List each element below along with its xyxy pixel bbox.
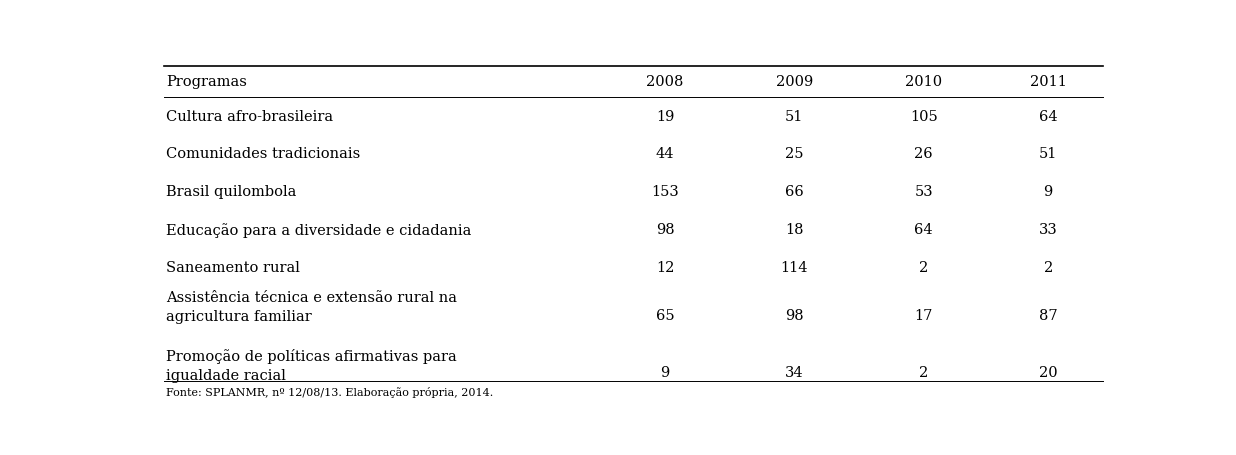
Text: Saneamento rural: Saneamento rural (166, 261, 300, 275)
Text: Programas: Programas (166, 75, 247, 89)
Text: 98: 98 (785, 308, 803, 323)
Text: 2: 2 (1043, 261, 1053, 275)
Text: 26: 26 (915, 147, 933, 161)
Text: 2011: 2011 (1030, 75, 1067, 89)
Text: Brasil quilombola: Brasil quilombola (166, 185, 297, 199)
Text: Comunidades tradicionais: Comunidades tradicionais (166, 147, 360, 161)
Text: 64: 64 (915, 223, 933, 237)
Text: 98: 98 (656, 223, 675, 237)
Text: 20: 20 (1039, 365, 1058, 379)
Text: 2009: 2009 (776, 75, 813, 89)
Text: 2010: 2010 (905, 75, 942, 89)
Text: 2008: 2008 (646, 75, 684, 89)
Text: Cultura afro-brasileira: Cultura afro-brasileira (166, 109, 334, 123)
Text: 87: 87 (1039, 308, 1058, 323)
Text: 12: 12 (656, 261, 675, 275)
Text: 44: 44 (656, 147, 675, 161)
Text: 153: 153 (651, 185, 679, 199)
Text: 33: 33 (1038, 223, 1058, 237)
Text: 66: 66 (785, 185, 803, 199)
Text: 9: 9 (660, 365, 670, 379)
Text: 105: 105 (910, 109, 938, 123)
Text: Assistência técnica e extensão rural na
agricultura familiar: Assistência técnica e extensão rural na … (166, 291, 457, 323)
Text: Promoção de políticas afirmativas para
igualdade racial: Promoção de políticas afirmativas para i… (166, 349, 457, 382)
Text: 2: 2 (920, 261, 928, 275)
Text: 2: 2 (920, 365, 928, 379)
Text: 34: 34 (785, 365, 803, 379)
Text: 19: 19 (656, 109, 675, 123)
Text: Fonte: SPLANMR, nº 12/08/13. Elaboração própria, 2014.: Fonte: SPLANMR, nº 12/08/13. Elaboração … (166, 386, 493, 397)
Text: 17: 17 (915, 308, 933, 323)
Text: 18: 18 (785, 223, 803, 237)
Text: 51: 51 (1039, 147, 1058, 161)
Text: 9: 9 (1043, 185, 1053, 199)
Text: 53: 53 (915, 185, 933, 199)
Text: 25: 25 (785, 147, 803, 161)
Text: 114: 114 (781, 261, 808, 275)
Text: 64: 64 (1039, 109, 1058, 123)
Text: 65: 65 (656, 308, 675, 323)
Text: 51: 51 (785, 109, 803, 123)
Text: Educação para a diversidade e cidadania: Educação para a diversidade e cidadania (166, 222, 471, 237)
